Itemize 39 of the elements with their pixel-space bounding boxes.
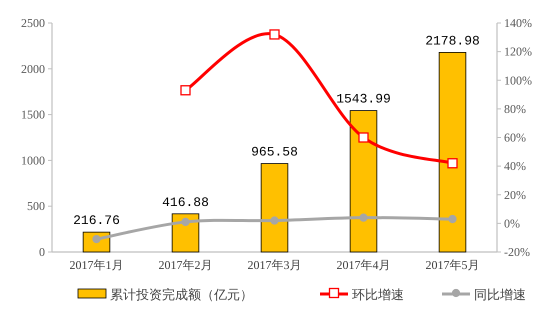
point bbox=[269, 29, 280, 40]
bar bbox=[350, 110, 378, 252]
legend-label: 环比增速 bbox=[352, 287, 404, 302]
data-label: 1543.99 bbox=[336, 92, 391, 107]
x-tick-label: 2017年4月 bbox=[336, 258, 390, 272]
bar bbox=[438, 52, 466, 252]
y-tick-label: 2000 bbox=[21, 62, 45, 76]
y2-tick-label: -20% bbox=[504, 245, 530, 259]
legend-label: 同比增速 bbox=[474, 287, 526, 302]
y-tick-label: 1500 bbox=[21, 108, 45, 122]
y-tick-label: 2500 bbox=[21, 16, 45, 30]
y2-tick-label: 20% bbox=[504, 188, 526, 202]
point bbox=[448, 214, 457, 224]
x-tick-label: 2017年2月 bbox=[158, 258, 212, 272]
y2-tick-label: 100% bbox=[504, 73, 532, 88]
y-tick-label: 500 bbox=[27, 199, 45, 214]
y2-tick-label: 40% bbox=[504, 159, 526, 174]
x-tick-label: 2017年3月 bbox=[248, 258, 302, 272]
y-tick-label: 1000 bbox=[21, 153, 45, 168]
point bbox=[358, 132, 369, 143]
y-tick-label: 0 bbox=[39, 245, 45, 259]
data-label: 416.88 bbox=[162, 194, 209, 210]
y2-tick-label: 80% bbox=[504, 102, 526, 116]
y2-tick-label: 0% bbox=[504, 216, 520, 230]
data-label: 2178.98 bbox=[425, 33, 480, 48]
legend-label: 累计投资完成额（亿元） bbox=[110, 287, 253, 302]
point bbox=[181, 218, 190, 226]
x-tick-label: 2017年5月 bbox=[426, 258, 480, 272]
y2-tick-label: 140% bbox=[504, 16, 532, 30]
data-label: 216.76 bbox=[73, 213, 120, 228]
point bbox=[447, 158, 458, 168]
point bbox=[359, 214, 368, 222]
point bbox=[270, 216, 279, 225]
point bbox=[180, 85, 191, 96]
data-label: 965.58 bbox=[251, 144, 298, 160]
bar bbox=[260, 163, 288, 252]
y2-tick-label: 120% bbox=[504, 44, 532, 59]
x-tick-label: 2017年1月 bbox=[70, 258, 124, 272]
y2-tick-label: 60% bbox=[504, 130, 526, 144]
